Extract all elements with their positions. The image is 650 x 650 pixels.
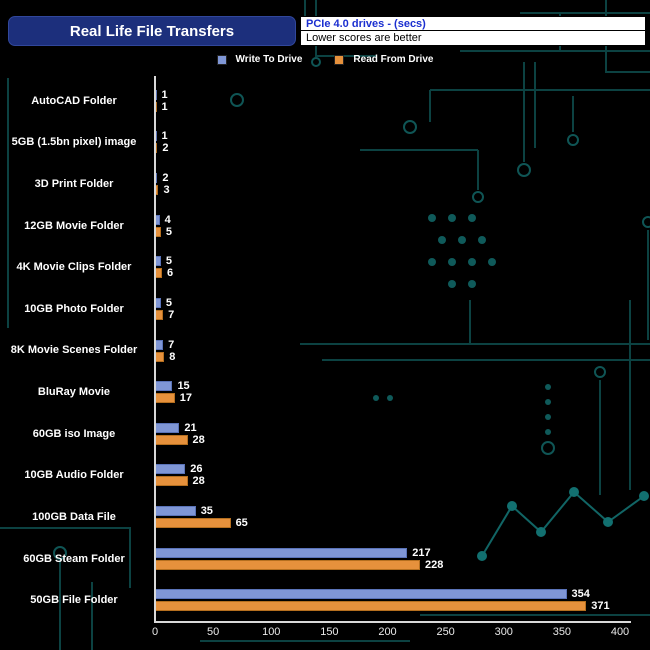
- header-subtitle-stack: PCIe 4.0 drives - (secs) Lower scores ar…: [300, 16, 646, 46]
- category-label: 3D Print Folder: [34, 178, 114, 191]
- read-bar: [155, 434, 188, 445]
- x-tick-label: 300: [494, 626, 513, 638]
- chart-note: Lower scores are better: [300, 31, 646, 46]
- read-bar: [155, 517, 231, 528]
- x-tick-label: 150: [320, 626, 339, 638]
- write-bar: [155, 339, 164, 350]
- read-value-label: 65: [235, 516, 248, 529]
- chart-subtitle: PCIe 4.0 drives - (secs): [300, 16, 646, 31]
- category-label: 4K Movie Clips Folder: [16, 261, 132, 274]
- read-value-label: 371: [591, 600, 610, 613]
- write-bar: [155, 381, 173, 392]
- x-tick-label: 100: [262, 626, 281, 638]
- read-value-label: 3: [163, 184, 170, 197]
- write-value-label: 26: [190, 463, 203, 476]
- read-value-label: 28: [192, 433, 205, 446]
- x-axis: [154, 621, 631, 623]
- read-value-label: 28: [192, 475, 205, 488]
- write-value-label: 35: [200, 504, 213, 517]
- legend-read-label: Read From Drive: [353, 54, 434, 65]
- write-value-label: 1: [161, 130, 168, 143]
- category-label: 12GB Movie Folder: [24, 219, 124, 232]
- write-value-label: 5: [165, 255, 172, 268]
- category-label: 10GB Audio Folder: [24, 469, 124, 482]
- x-tick-label: 0: [151, 626, 159, 638]
- read-bar: [155, 309, 164, 320]
- read-value-label: 6: [166, 267, 174, 280]
- write-value-label: 354: [571, 588, 590, 601]
- write-bar: [155, 589, 567, 600]
- write-bar: [155, 422, 180, 433]
- legend: Write To Drive Read From Drive: [0, 54, 650, 65]
- read-value-label: 1: [161, 100, 168, 113]
- write-bar: [155, 505, 196, 516]
- category-label: BluRay Movie: [37, 386, 111, 399]
- category-label: 100GB Data File: [32, 510, 116, 523]
- write-value-label: 217: [412, 546, 431, 559]
- read-bar: [155, 601, 587, 612]
- write-bar: [155, 547, 408, 558]
- write-value-label: 2: [162, 172, 169, 185]
- write-value-label: 21: [184, 421, 197, 434]
- read-bar: [155, 476, 188, 487]
- category-label: 50GB File Folder: [30, 594, 118, 607]
- category-label: 8K Movie Scenes Folder: [10, 344, 138, 357]
- read-bar: [155, 559, 421, 570]
- read-value-label: 5: [165, 225, 172, 238]
- read-bar: [155, 351, 165, 362]
- x-tick-label: 350: [552, 626, 572, 638]
- y-axis: [154, 76, 156, 622]
- write-value-label: 5: [165, 296, 172, 309]
- category-label: 60GB Steam Folder: [23, 552, 125, 565]
- read-bar: [155, 268, 162, 279]
- read-value-label: 17: [179, 392, 192, 405]
- category-label: AutoCAD Folder: [31, 94, 117, 107]
- read-bar: [155, 393, 175, 404]
- read-series-swatch: [334, 54, 345, 65]
- write-value-label: 15: [177, 380, 190, 393]
- write-value-label: 1: [161, 88, 168, 101]
- read-value-label: 7: [168, 308, 175, 321]
- x-tick-label: 250: [436, 626, 455, 638]
- category-label: 60GB iso Image: [32, 427, 116, 440]
- category-label: 10GB Photo Folder: [24, 302, 124, 315]
- legend-write-label: Write To Drive: [235, 54, 303, 65]
- write-bar: [155, 464, 186, 475]
- x-tick-label: 50: [207, 626, 220, 638]
- write-value-label: 7: [168, 338, 175, 351]
- category-label: 5GB (1.5bn pixel) image: [11, 136, 137, 149]
- read-value-label: 2: [162, 142, 169, 155]
- read-value-label: 8: [169, 350, 176, 363]
- x-tick-label: 400: [610, 626, 630, 638]
- x-tick-label: 200: [378, 626, 397, 638]
- chart-title: Real Life File Transfers: [8, 16, 296, 46]
- write-series-swatch: [216, 54, 227, 65]
- write-value-label: 4: [164, 213, 171, 226]
- read-value-label: 228: [425, 558, 444, 571]
